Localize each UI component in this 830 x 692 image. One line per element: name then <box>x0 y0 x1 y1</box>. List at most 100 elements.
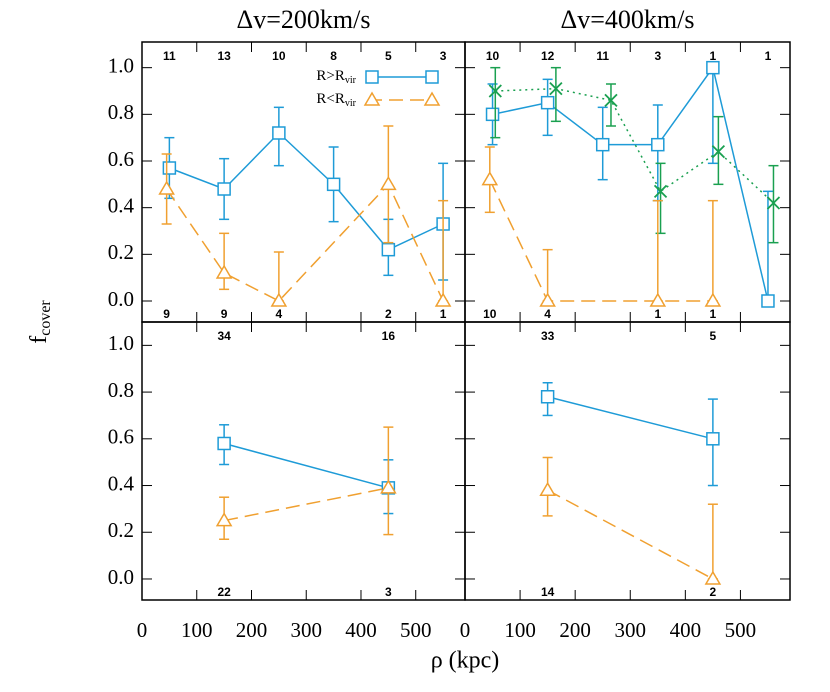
marker <box>434 292 452 307</box>
marker <box>704 292 722 307</box>
legend-sub: vir <box>345 98 357 109</box>
count-label: 13 <box>217 49 231 63</box>
x-tick-label: 0 <box>137 618 148 642</box>
panel-frame <box>464 321 791 601</box>
count-label: 1 <box>710 307 717 321</box>
series-line <box>223 487 389 522</box>
count-label: 3 <box>654 49 661 63</box>
marker <box>162 161 177 175</box>
y-tick-label: 0.6 <box>108 147 134 171</box>
y-tick-label: 0.2 <box>108 518 134 542</box>
x-tick-label: 100 <box>504 618 536 642</box>
x-tick-label: 200 <box>559 618 591 642</box>
series-line <box>223 442 389 489</box>
count-label: 1 <box>440 307 447 321</box>
marker <box>272 126 286 140</box>
error-bar <box>707 503 718 580</box>
legend-label: R>Rvir <box>316 68 356 86</box>
marker <box>649 292 667 307</box>
x-tick-label: 400 <box>345 618 377 642</box>
marker <box>540 95 555 110</box>
panel-frame <box>464 41 791 323</box>
count-label: 5 <box>710 329 717 343</box>
count-label: 22 <box>217 585 231 599</box>
count-label: 1 <box>654 307 661 321</box>
y-axis-label: fcover <box>26 300 54 344</box>
x-axis-label: ρ (kpc) <box>431 648 500 674</box>
marker <box>761 294 775 308</box>
panel-frame <box>141 41 466 323</box>
series-line <box>166 183 444 302</box>
marker <box>704 570 722 585</box>
y-tick-label: 0.8 <box>108 100 134 124</box>
marker <box>706 60 720 75</box>
marker <box>711 145 726 159</box>
count-label: 2 <box>385 307 392 321</box>
x-tick-label: 300 <box>615 618 647 642</box>
count-label: 4 <box>544 307 551 321</box>
series-line <box>547 396 714 440</box>
count-label: 11 <box>163 49 176 63</box>
marker <box>215 264 233 279</box>
error-bar <box>490 66 501 139</box>
series-line <box>547 489 714 580</box>
x-tick-label: 500 <box>400 618 432 642</box>
y-tick-label: 0.4 <box>108 193 135 217</box>
marker <box>380 175 397 191</box>
y-tick-label: 0.2 <box>108 240 134 264</box>
marker <box>766 196 781 210</box>
marker <box>425 70 439 84</box>
count-label: 10 <box>483 307 497 321</box>
marker <box>217 436 231 451</box>
error-bar <box>438 199 449 302</box>
y-tick-label: 1.0 <box>108 53 134 77</box>
series-line <box>169 131 444 251</box>
marker <box>706 432 720 446</box>
series-line <box>495 87 774 204</box>
count-label: 8 <box>330 49 337 63</box>
marker <box>549 82 563 96</box>
x-tick-label: 500 <box>725 618 757 642</box>
count-label: 10 <box>272 49 286 63</box>
marker <box>217 182 231 196</box>
marker <box>380 479 397 494</box>
y-label-main: f <box>26 336 52 344</box>
series-line <box>489 179 713 302</box>
count-label: 9 <box>163 307 170 321</box>
marker <box>488 84 502 98</box>
count-label: 33 <box>541 329 555 343</box>
marker <box>540 390 555 404</box>
marker <box>326 177 341 192</box>
marker <box>481 171 499 186</box>
panel-title: Δv=400km/s <box>561 5 695 34</box>
marker <box>158 180 175 195</box>
marker <box>604 93 618 107</box>
marker <box>651 137 665 152</box>
y-tick-label: 1.0 <box>108 331 134 355</box>
y-tick-label: 0.4 <box>108 471 135 495</box>
marker <box>365 70 379 84</box>
error-bar <box>550 66 561 123</box>
count-label: 10 <box>486 49 500 63</box>
y-tick-label: 0.8 <box>108 378 134 402</box>
marker <box>363 91 381 106</box>
count-label: 4 <box>276 307 283 321</box>
count-label: 1 <box>765 49 772 63</box>
marker <box>653 184 668 198</box>
count-label: 3 <box>385 585 392 599</box>
error-bar <box>605 83 616 127</box>
count-label: 34 <box>217 329 231 343</box>
count-label: 11 <box>596 49 609 63</box>
marker <box>539 292 556 307</box>
count-label: 2 <box>710 585 717 599</box>
x-tick-label: 0 <box>460 618 471 642</box>
marker <box>215 512 233 527</box>
count-label: 12 <box>541 49 555 63</box>
panel-frame <box>141 321 466 601</box>
legend-label: R<Rvir <box>316 91 356 109</box>
series-line <box>492 65 769 302</box>
legend-name: R<R <box>316 91 344 107</box>
marker <box>423 91 441 106</box>
panel-title: Δv=200km/s <box>237 5 371 34</box>
marker <box>595 137 610 152</box>
